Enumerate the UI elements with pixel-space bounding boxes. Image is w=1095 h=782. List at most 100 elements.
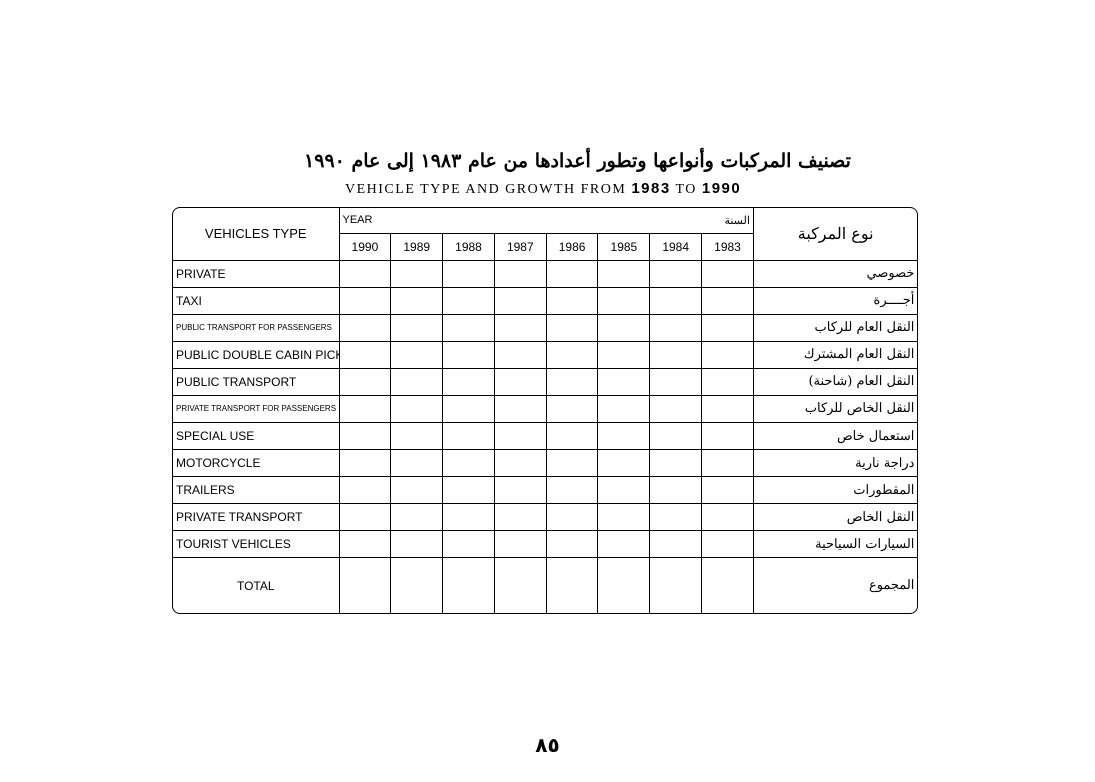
data-cell xyxy=(649,530,703,559)
row-label-en: TAXI xyxy=(173,286,340,315)
year-column-header: 1987 xyxy=(493,232,547,261)
data-cell xyxy=(338,313,392,342)
data-cell xyxy=(338,340,392,369)
table-row: PUBLIC TRANSPORT النقل العام (شاحنة) xyxy=(173,367,917,396)
data-cell xyxy=(493,367,547,396)
data-cell xyxy=(701,313,754,342)
row-label-en: TRAILERS xyxy=(173,476,340,505)
table-row: TOTAL المجموع xyxy=(173,557,917,613)
data-cell xyxy=(597,259,651,288)
data-cell xyxy=(390,476,444,505)
data-cell xyxy=(390,530,444,559)
table-row: SPECIAL USE استعمال خاص xyxy=(173,421,917,451)
data-cell xyxy=(442,449,495,478)
data-cell xyxy=(493,557,547,613)
data-cell xyxy=(701,394,754,423)
year-column-header: 1989 xyxy=(390,232,444,261)
data-cell xyxy=(493,340,547,369)
data-cell xyxy=(545,286,599,315)
data-cell xyxy=(493,259,547,288)
data-cell xyxy=(442,394,495,423)
data-cell xyxy=(701,530,754,559)
data-cell xyxy=(597,394,651,423)
data-cell xyxy=(442,259,495,288)
data-cell xyxy=(701,503,754,532)
row-label-en: PUBLIC DOUBLE CABIN PICKUP xyxy=(173,340,340,369)
data-cell xyxy=(390,503,444,532)
data-cell xyxy=(442,286,495,315)
data-cell xyxy=(545,259,599,288)
row-label-ar: خصوصي xyxy=(752,259,917,288)
data-cell xyxy=(649,367,703,396)
title-english: VEHICLE TYPE AND GROWTH FROM 1983 TO 199… xyxy=(345,180,741,198)
table-row: TOURIST VEHICLES السيارات السياحية xyxy=(173,530,917,559)
data-cell xyxy=(545,394,599,423)
data-cell xyxy=(597,503,651,532)
data-cell xyxy=(390,449,444,478)
data-cell xyxy=(597,421,651,451)
row-label-en: PUBLIC TRANSPORT xyxy=(173,367,340,396)
row-label-en: SPECIAL USE xyxy=(173,421,340,451)
data-cell xyxy=(390,421,444,451)
row-label-en: TOURIST VEHICLES xyxy=(173,530,340,559)
data-cell xyxy=(442,340,495,369)
table-row: PRIVATE TRANSPORT FOR PASSENGERS النقل ال… xyxy=(173,394,917,423)
year-column-header: 1986 xyxy=(545,232,599,261)
row-label-ar: دراجة نارية xyxy=(752,449,917,478)
data-cell xyxy=(597,530,651,559)
year-label-ar: السنة xyxy=(724,213,750,227)
data-cell xyxy=(649,503,703,532)
title-to-year: 1990 xyxy=(701,180,742,197)
data-cell xyxy=(649,421,703,451)
data-cell xyxy=(442,367,495,396)
row-label-ar: النقل الخاص xyxy=(752,503,917,532)
row-label-ar: السيارات السياحية xyxy=(752,530,917,559)
data-cell xyxy=(545,421,599,451)
data-cell xyxy=(493,503,547,532)
data-cell xyxy=(338,503,392,532)
row-label-ar: النقل الخاص للركاب xyxy=(752,394,917,423)
data-cell xyxy=(545,449,599,478)
row-label-ar: النقل العام للركاب xyxy=(752,313,917,342)
data-cell xyxy=(701,557,754,613)
data-cell xyxy=(338,421,392,451)
year-column-header: 1984 xyxy=(649,232,703,261)
data-cell xyxy=(701,449,754,478)
data-cell xyxy=(442,313,495,342)
title-arabic: تصنيف المركبات وأنواعها وتطور أعدادها من… xyxy=(304,150,851,172)
data-cell xyxy=(493,394,547,423)
year-column-header: 1985 xyxy=(597,232,651,261)
table-row: MOTORCYCLE دراجة نارية xyxy=(173,449,917,478)
data-cell xyxy=(701,476,754,505)
data-cell xyxy=(493,421,547,451)
data-cell xyxy=(649,313,703,342)
data-cell xyxy=(338,259,392,288)
data-cell xyxy=(701,421,754,451)
data-cell xyxy=(338,286,392,315)
data-cell xyxy=(545,340,599,369)
data-cell xyxy=(442,557,495,613)
row-label-ar: أجــــرة xyxy=(752,286,917,315)
data-cell xyxy=(701,367,754,396)
data-cell xyxy=(545,313,599,342)
data-cell xyxy=(338,476,392,505)
data-cell xyxy=(597,286,651,315)
page-number: ٨٥ xyxy=(535,733,560,757)
row-label-ar: النقل العام (شاحنة) xyxy=(752,367,917,396)
data-cell xyxy=(338,557,392,613)
data-cell xyxy=(597,476,651,505)
row-label-en: MOTORCYCLE xyxy=(173,449,340,478)
title-text: VEHICLE TYPE AND GROWTH FROM xyxy=(345,182,627,197)
data-cell xyxy=(390,367,444,396)
data-cell xyxy=(493,476,547,505)
data-cell xyxy=(338,530,392,559)
row-label-en: TOTAL xyxy=(173,557,340,613)
data-cell xyxy=(493,313,547,342)
data-cell xyxy=(597,449,651,478)
data-cell xyxy=(442,476,495,505)
data-cell xyxy=(701,286,754,315)
data-cell xyxy=(545,530,599,559)
table-row: PUBLIC TRANSPORT FOR PASSENGERS النقل الع… xyxy=(173,313,917,342)
year-header: YEAR السنة xyxy=(338,208,754,234)
data-cell xyxy=(338,394,392,423)
